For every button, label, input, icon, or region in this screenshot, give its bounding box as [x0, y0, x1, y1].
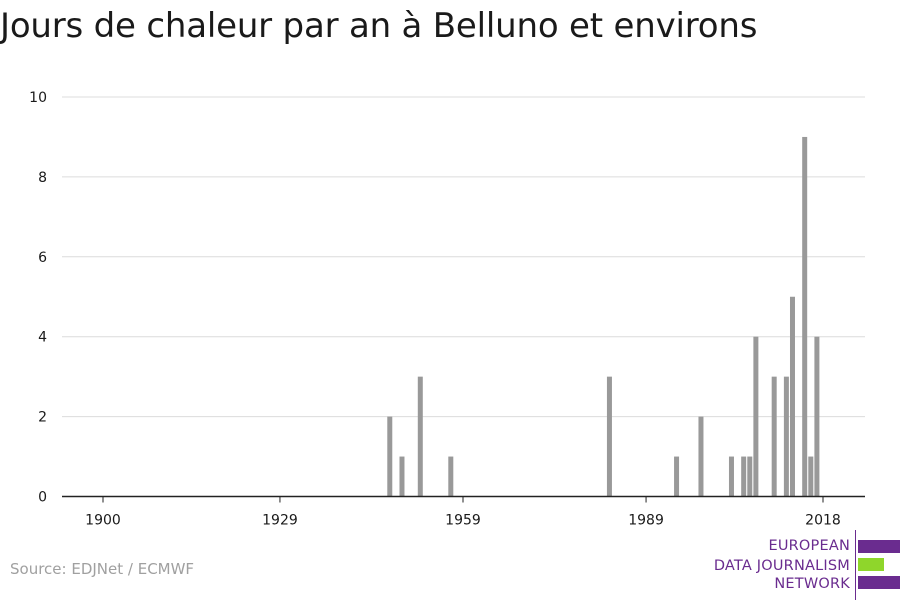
y-tick-label: 2 [38, 410, 47, 426]
x-tick-label: 1959 [445, 513, 481, 529]
logo-bar-green [858, 558, 884, 571]
x-axis-ticks: 1900 1929 1959 1989 2018 [85, 496, 841, 529]
y-tick-label: 6 [38, 250, 47, 266]
bar-2012 [783, 376, 789, 497]
y-tick-label: 4 [38, 330, 47, 346]
bar-1994 [674, 456, 680, 497]
bar-2003 [728, 456, 734, 497]
bar-1983 [606, 376, 612, 497]
bar-2015 [802, 136, 808, 497]
logo-line-2: DATA JOURNALISM [713, 558, 850, 574]
bar-2007 [753, 336, 759, 497]
bar-1957 [448, 456, 454, 497]
logo-line-3: NETWORK [774, 576, 850, 592]
bars [387, 136, 820, 497]
bar-2017 [814, 336, 820, 497]
bar-2010 [771, 376, 777, 497]
gridlines [62, 96, 865, 418]
x-tick-label: 1900 [85, 513, 121, 529]
y-axis-ticks: 0 2 4 6 8 10 [29, 90, 47, 506]
bar-2013 [789, 296, 795, 497]
y-tick-label: 0 [38, 490, 47, 506]
bar-1952 [417, 376, 423, 497]
bar-2005 [741, 456, 747, 497]
bar-1947 [387, 416, 393, 497]
chart-title: Jours de chaleur par an à Belluno et env… [0, 6, 758, 46]
logo-separator [855, 530, 856, 600]
y-tick-label: 10 [29, 90, 47, 106]
source-note: Source: EDJNet / ECMWF [10, 560, 195, 578]
x-tick-label: 1929 [262, 513, 298, 529]
bar-2006 [747, 456, 753, 497]
bar-1949 [399, 456, 405, 497]
y-tick-label: 8 [38, 170, 47, 186]
edjnet-logo: EUROPEAN DATA JOURNALISM NETWORK [700, 530, 900, 600]
bar-2016 [808, 456, 814, 497]
logo-line-1: EUROPEAN [768, 538, 850, 554]
x-tick-label: 1989 [628, 513, 664, 529]
x-tick-label: 2018 [805, 513, 841, 529]
logo-bar-purple-bottom [858, 576, 900, 589]
logo-bar-purple-top [858, 540, 900, 553]
bar-1998 [698, 416, 704, 497]
